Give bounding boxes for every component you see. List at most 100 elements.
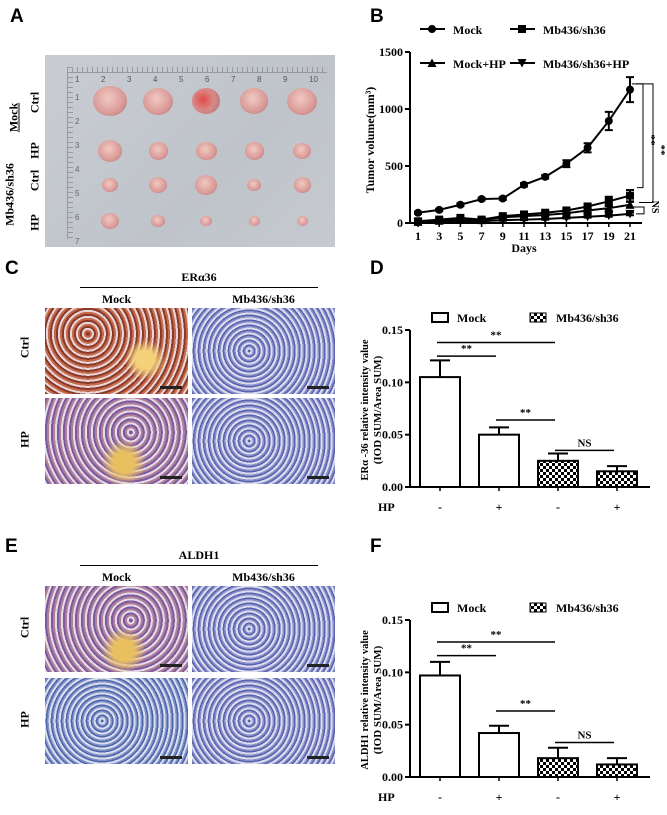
legend-label: Mock xyxy=(457,601,487,615)
row-label-hp: HP xyxy=(27,214,42,231)
ruler-number: 4 xyxy=(153,75,158,84)
tumor-specimen xyxy=(93,85,127,117)
col-label-mock: Mock xyxy=(101,570,132,584)
bar xyxy=(537,757,579,779)
x-tick-label: 7 xyxy=(479,229,485,243)
col-label-sh36: Mb436/sh36 xyxy=(232,570,295,584)
tumor-specimen xyxy=(148,142,168,160)
data-point xyxy=(625,209,635,219)
significance-label: ** xyxy=(461,343,473,355)
ruler-number: 9 xyxy=(283,75,288,84)
ruler-number: 8 xyxy=(257,75,262,84)
data-point xyxy=(413,218,423,227)
hp-category-label: - xyxy=(438,500,442,514)
ihc-image-aldh1-mock-hp xyxy=(45,678,188,764)
tumor-specimen xyxy=(293,177,311,193)
legend-marker xyxy=(427,58,437,67)
data-point xyxy=(604,116,613,125)
y-tick-label: 0.10 xyxy=(382,665,403,679)
ruler-vertical xyxy=(67,67,73,239)
y-axis-title: Tumor volume(mm³) xyxy=(363,87,377,194)
ruler-horizontal xyxy=(67,67,327,73)
significance-label: ** xyxy=(520,407,532,419)
y-tick-label: 500 xyxy=(385,159,403,173)
y-tick-label: 1500 xyxy=(379,45,403,59)
legend-label: Mock xyxy=(457,311,487,325)
ruler-number: 4 xyxy=(75,165,80,174)
data-point xyxy=(583,143,592,152)
legend-swatch-sh36 xyxy=(529,312,547,323)
data-point xyxy=(604,197,613,206)
tumor-row-labels: Mock Mb436/sh36 Ctrl HP Ctrl HP xyxy=(0,55,45,247)
ruler-number: 2 xyxy=(75,117,80,126)
data-point xyxy=(562,159,571,168)
panel-label-e: E xyxy=(5,536,18,557)
ruler-number: 7 xyxy=(231,75,236,84)
series-line-0 xyxy=(417,89,631,214)
hp-row-label: HP xyxy=(378,500,395,514)
x-tick-label: 15 xyxy=(560,229,572,243)
x-tick-label: 3 xyxy=(436,229,442,243)
tumor-specimen xyxy=(102,177,118,193)
legend-swatch-mock xyxy=(431,312,449,323)
col-label-mock: Mock xyxy=(101,292,132,306)
data-point xyxy=(414,208,422,217)
error-bar xyxy=(607,757,627,765)
legend-marker xyxy=(517,59,527,68)
panel-label-d: D xyxy=(370,258,384,279)
data-point xyxy=(540,215,550,224)
x-tick-label: 13 xyxy=(539,229,551,243)
legend-label: Mb436/sh36 xyxy=(556,311,619,325)
stain-title-aldh1: ALDH1 xyxy=(80,548,318,566)
row-label-hp: HP xyxy=(17,431,32,448)
ruler-number: 10 xyxy=(309,75,318,84)
hp-category-label: + xyxy=(496,790,503,804)
row-label-ctrl: Ctrl xyxy=(17,616,32,639)
significance-label: ** xyxy=(520,698,532,710)
tumor-specimen xyxy=(293,142,311,160)
ihc-image-era36-mock-hp xyxy=(45,398,188,484)
error-bar xyxy=(489,724,509,734)
legend-marker xyxy=(428,25,436,33)
x-tick-label: 9 xyxy=(500,229,506,243)
significance-label: ** xyxy=(491,629,503,641)
tumor-specimen xyxy=(98,140,122,162)
significance-bracket xyxy=(636,83,654,203)
row-label-hp: HP xyxy=(27,142,42,159)
ihc-image-era36-sh36-hp xyxy=(192,398,335,484)
x-tick-label: 1 xyxy=(415,229,421,243)
data-point xyxy=(434,217,444,227)
y-axis-title: (IOD SUM/Area SUM) xyxy=(372,645,384,754)
x-tick-label: 21 xyxy=(624,229,636,243)
data-point xyxy=(604,211,614,221)
y-tick-label: 0.15 xyxy=(382,323,403,337)
tumor-photo: 1 2 3 4 5 6 7 8 9 10 1 2 3 4 5 6 7 xyxy=(45,55,335,247)
significance-label: ** xyxy=(461,643,473,655)
tumor-specimen xyxy=(149,176,167,194)
y-tick-label: 1000 xyxy=(379,102,403,116)
significance-label: NS xyxy=(649,201,660,214)
x-tick-label: 5 xyxy=(457,229,463,243)
tumor-specimen xyxy=(143,87,173,115)
panel-label-b: B xyxy=(370,6,384,27)
y-tick-label: 0.10 xyxy=(382,375,403,389)
tumor-specimen xyxy=(296,216,308,226)
ruler-number: 5 xyxy=(179,75,184,84)
ruler-number: 2 xyxy=(101,75,106,84)
data-point xyxy=(477,217,487,226)
x-tick-label: 11 xyxy=(518,229,529,243)
data-point xyxy=(498,194,507,203)
error-bar xyxy=(430,359,450,378)
y-tick-label: 0.05 xyxy=(382,428,403,442)
panel-label-c: C xyxy=(5,258,19,279)
hp-category-label: + xyxy=(614,500,621,514)
row-label-ctrl: Ctrl xyxy=(27,169,42,192)
bar xyxy=(478,433,520,489)
data-point xyxy=(456,200,465,209)
bar xyxy=(537,459,579,488)
hp-category-label: + xyxy=(496,500,503,514)
x-tick-label: 17 xyxy=(582,229,594,243)
data-point xyxy=(541,172,550,181)
data-point xyxy=(625,200,635,209)
